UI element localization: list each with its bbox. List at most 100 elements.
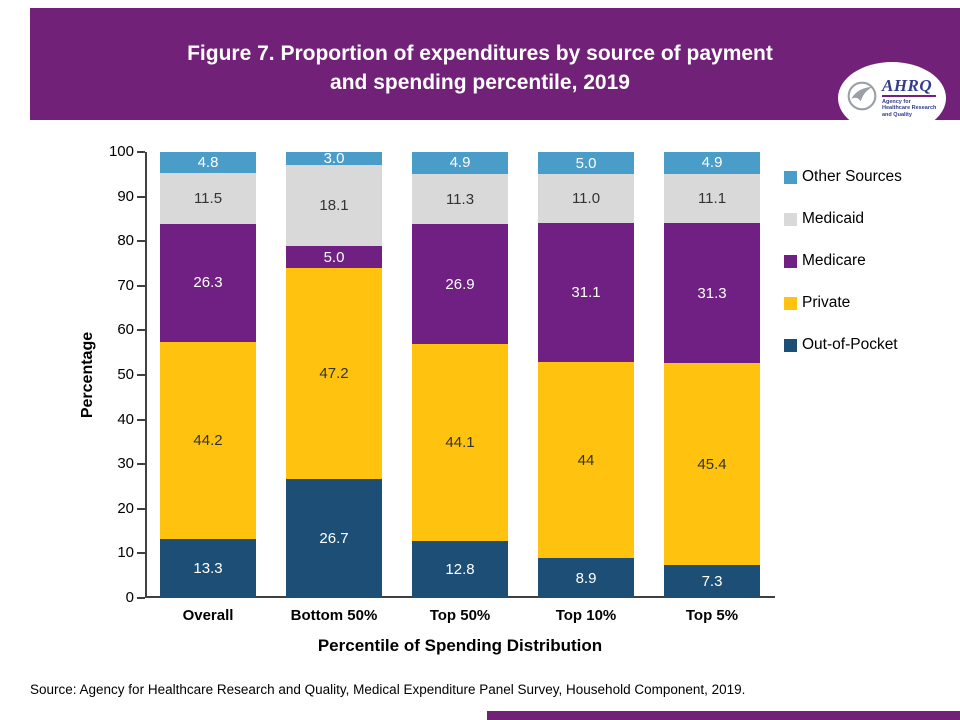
ahrq-logo-text: AHRQ Agency for Healthcare Research and … bbox=[882, 77, 938, 118]
x-category-label: Top 5% bbox=[685, 607, 739, 624]
header-banner: Figure 7. Proportion of expenditures by … bbox=[30, 8, 960, 134]
legend-item-medicare: Medicare bbox=[784, 252, 902, 270]
bar-value-label: 47.2 bbox=[319, 365, 349, 383]
y-tick-label: 20 bbox=[117, 499, 134, 517]
figure-title: Figure 7. Proportion of expenditures by … bbox=[30, 39, 930, 97]
y-tick-mark bbox=[137, 284, 145, 287]
bar-segment-private-bottom-50: 47.2 bbox=[286, 268, 382, 479]
bar-segment-out-of-pocket-top-5: 7.3 bbox=[664, 565, 760, 598]
ahrq-logo: AHRQ Agency for Healthcare Research and … bbox=[838, 62, 946, 134]
x-category-label: Top 50% bbox=[429, 607, 491, 624]
bar-value-label: 13.3 bbox=[193, 559, 223, 577]
y-tick-label: 80 bbox=[117, 232, 134, 250]
bar-value-label: 7.3 bbox=[701, 573, 723, 591]
y-tick-label: 50 bbox=[117, 366, 134, 383]
bar-segment-medicare-overall: 26.3 bbox=[160, 224, 256, 342]
bar-value-label: 11.0 bbox=[571, 190, 601, 208]
bar-segment-medicaid-top-5: 11.1 bbox=[664, 173, 760, 224]
bar-segment-out-of-pocket-bottom-50: 26.7 bbox=[286, 478, 382, 598]
bar-value-label: 44.2 bbox=[193, 431, 223, 449]
bar-segment-out-of-pocket-top-50: 12.8 bbox=[412, 540, 508, 598]
x-axis-title: Percentile of Spending Distribution bbox=[317, 636, 603, 655]
bar-value-label: 4.8 bbox=[197, 153, 219, 171]
bar-value-label: 18.1 bbox=[319, 197, 349, 215]
y-tick-mark bbox=[137, 418, 145, 421]
bar-segment-medicaid-top-10: 11.0 bbox=[538, 174, 634, 224]
bar-segment-other-sources-top-50: 4.9 bbox=[412, 152, 508, 174]
y-tick-label: 60 bbox=[117, 321, 134, 339]
bar-value-label: 11.5 bbox=[193, 190, 223, 208]
legend-item-other-sources: Other Sources bbox=[784, 168, 902, 186]
bar-value-label: 5.0 bbox=[323, 248, 345, 266]
source-note: Source: Agency for Healthcare Research a… bbox=[30, 682, 746, 697]
bar-value-label: 5.0 bbox=[575, 154, 597, 172]
y-tick-label: 0 bbox=[125, 589, 134, 606]
bar-segment-medicare-top-10: 31.1 bbox=[538, 223, 634, 363]
hhs-eagle-icon bbox=[846, 80, 878, 117]
bar-value-label: 3.0 bbox=[323, 150, 345, 168]
bar-segment-medicaid-top-50: 11.3 bbox=[412, 173, 508, 225]
y-tick-mark bbox=[137, 597, 145, 599]
bar-segment-other-sources-top-10: 5.0 bbox=[538, 152, 634, 175]
y-tick-mark bbox=[137, 463, 145, 466]
legend-swatch-out-of-pocket bbox=[784, 338, 797, 352]
bar-value-label: 4.9 bbox=[701, 154, 723, 172]
bottom-accent-bar bbox=[487, 711, 960, 720]
bar-segment-other-sources-top-5: 4.9 bbox=[664, 152, 760, 174]
bar-segment-medicare-top-5: 31.3 bbox=[664, 223, 760, 363]
bar-value-label: 44 bbox=[577, 451, 595, 469]
figure-title-line1: Figure 7. Proportion of expenditures by … bbox=[187, 42, 773, 65]
y-tick-label: 30 bbox=[117, 455, 134, 473]
legend-item-medicaid: Medicaid bbox=[784, 210, 902, 228]
ahrq-logo-subtitle: Agency for Healthcare Research and Quali… bbox=[882, 98, 937, 119]
bar-value-label: 44.1 bbox=[445, 434, 475, 452]
legend-swatch-other-sources bbox=[784, 170, 797, 184]
bar-segment-private-top-50: 44.1 bbox=[412, 344, 508, 541]
bar-segment-private-top-5: 45.4 bbox=[664, 362, 760, 566]
x-category-label: Bottom 50% bbox=[290, 607, 378, 624]
bar-segment-out-of-pocket-top-10: 8.9 bbox=[538, 558, 634, 598]
y-tick-mark bbox=[137, 507, 145, 510]
legend-label: Medicaid bbox=[802, 210, 865, 227]
bar-value-label: 26.3 bbox=[193, 274, 223, 292]
bar-segment-other-sources-bottom-50: 3.0 bbox=[286, 150, 382, 168]
bar-segment-medicare-bottom-50: 5.0 bbox=[286, 246, 382, 269]
bar-segment-medicaid-overall: 11.5 bbox=[160, 172, 256, 225]
bar-segment-medicare-top-50: 26.9 bbox=[412, 224, 508, 345]
bar-segment-out-of-pocket-overall: 13.3 bbox=[160, 538, 256, 598]
bar-value-label: 31.3 bbox=[697, 284, 727, 302]
legend-item-private: Private bbox=[784, 294, 902, 312]
legend-label: Private bbox=[802, 294, 851, 311]
bar-value-label: 8.9 bbox=[575, 569, 597, 587]
bar-value-label: 45.4 bbox=[697, 455, 727, 473]
y-tick-mark bbox=[137, 329, 145, 332]
legend-swatch-medicaid bbox=[784, 212, 797, 226]
ahrq-logo-acronym: AHRQ bbox=[882, 76, 933, 96]
bar-value-label: 31.1 bbox=[571, 284, 601, 302]
bar-value-label: 12.8 bbox=[445, 560, 475, 578]
legend-label: Out-of-Pocket bbox=[802, 336, 898, 353]
y-tick-label: 70 bbox=[117, 276, 134, 294]
legend-item-out-of-pocket: Out-of-Pocket bbox=[784, 336, 902, 354]
y-tick-label: 40 bbox=[117, 410, 134, 428]
ahrq-logo-rule bbox=[882, 95, 936, 97]
bar-segment-private-overall: 44.2 bbox=[160, 341, 256, 539]
bar-value-label: 4.9 bbox=[449, 154, 471, 172]
y-tick-mark bbox=[137, 374, 145, 376]
bar-value-label: 26.9 bbox=[445, 275, 475, 293]
y-tick-mark bbox=[137, 240, 145, 243]
legend-swatch-medicare bbox=[784, 254, 797, 268]
bar-segment-private-top-10: 44 bbox=[538, 362, 634, 559]
y-tick-mark bbox=[137, 151, 145, 153]
y-tick-label: 100 bbox=[108, 143, 134, 160]
y-tick-label: 10 bbox=[117, 544, 134, 562]
x-category-label: Overall bbox=[182, 607, 234, 624]
legend-swatch-private bbox=[784, 296, 797, 310]
y-tick-label: 90 bbox=[117, 187, 134, 205]
bar-value-label: 11.3 bbox=[445, 190, 475, 208]
y-tick-mark bbox=[137, 195, 145, 198]
bar-value-label: 26.7 bbox=[319, 529, 349, 547]
x-category-label: Top 10% bbox=[555, 607, 617, 624]
